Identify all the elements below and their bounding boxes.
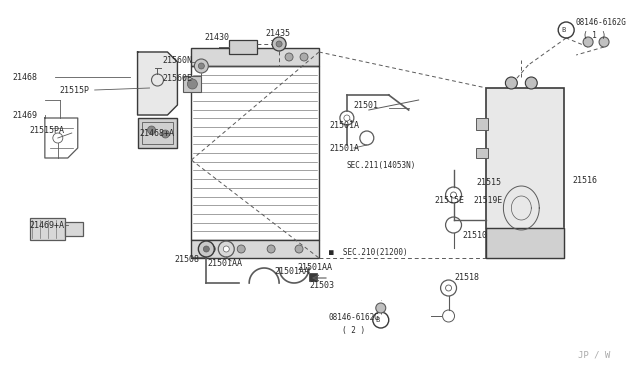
Text: B: B: [376, 317, 380, 323]
Circle shape: [204, 246, 209, 252]
Text: ( 2 ): ( 2 ): [342, 326, 365, 334]
Text: 21503: 21503: [309, 280, 334, 289]
Text: 21501: 21501: [354, 100, 379, 109]
Text: 21501AA: 21501AA: [297, 263, 332, 273]
Circle shape: [198, 241, 214, 257]
Circle shape: [376, 303, 386, 313]
Text: 21468: 21468: [12, 73, 37, 81]
Text: 21430: 21430: [204, 32, 229, 42]
Text: ( 1 ): ( 1 ): [583, 31, 606, 39]
Polygon shape: [486, 228, 564, 258]
Circle shape: [207, 245, 215, 253]
Text: ■  SEC.210(21200): ■ SEC.210(21200): [329, 247, 408, 257]
Circle shape: [344, 115, 350, 121]
Text: 21469: 21469: [12, 110, 37, 119]
Text: SEC.211(14053N): SEC.211(14053N): [347, 160, 416, 170]
Text: 08146-6162G: 08146-6162G: [575, 17, 626, 26]
Text: 21501A: 21501A: [329, 121, 359, 129]
Circle shape: [285, 53, 293, 61]
Polygon shape: [138, 52, 177, 115]
Circle shape: [451, 192, 456, 198]
Text: 21518: 21518: [454, 273, 479, 282]
Circle shape: [188, 79, 197, 89]
Bar: [65, 222, 83, 236]
Circle shape: [237, 245, 245, 253]
Circle shape: [599, 37, 609, 47]
Circle shape: [300, 53, 308, 61]
Text: 21515: 21515: [476, 177, 502, 186]
Bar: [476, 148, 488, 158]
Text: 21501AA: 21501AA: [274, 267, 309, 276]
Circle shape: [506, 77, 517, 89]
Text: 21508: 21508: [175, 256, 200, 264]
Text: 21501A: 21501A: [329, 144, 359, 153]
Bar: [309, 273, 317, 281]
Bar: [184, 76, 202, 92]
Text: 21515PA: 21515PA: [30, 125, 65, 135]
Bar: [191, 240, 319, 258]
Circle shape: [195, 59, 209, 73]
Text: 21468+A: 21468+A: [140, 128, 175, 138]
Text: 21510: 21510: [463, 231, 488, 240]
Circle shape: [148, 126, 156, 134]
Text: 21560N: 21560N: [163, 55, 193, 64]
Text: 21519E: 21519E: [474, 196, 503, 205]
Text: 21516: 21516: [572, 176, 597, 185]
Circle shape: [276, 41, 282, 47]
Bar: [191, 48, 319, 66]
Text: 21515E: 21515E: [435, 196, 465, 205]
Bar: [141, 122, 173, 144]
Bar: [30, 218, 65, 240]
Text: 08146-6162G: 08146-6162G: [328, 314, 380, 323]
Circle shape: [445, 285, 452, 291]
Bar: [476, 118, 488, 130]
Bar: [191, 66, 319, 240]
Bar: [138, 118, 177, 148]
Circle shape: [272, 37, 286, 51]
Bar: [229, 40, 257, 54]
Circle shape: [267, 245, 275, 253]
Bar: [486, 88, 564, 258]
Circle shape: [525, 77, 537, 89]
Text: 21435: 21435: [265, 29, 290, 38]
Circle shape: [223, 246, 229, 252]
Circle shape: [295, 245, 303, 253]
Text: B: B: [561, 27, 565, 33]
Text: 21515P: 21515P: [60, 86, 90, 94]
Circle shape: [198, 63, 204, 69]
Circle shape: [161, 130, 170, 138]
Text: 21560E: 21560E: [163, 74, 193, 83]
Text: JP / W: JP / W: [578, 350, 611, 359]
Text: 21469+A: 21469+A: [30, 221, 65, 230]
Text: 21501AA: 21501AA: [207, 260, 243, 269]
Circle shape: [583, 37, 593, 47]
